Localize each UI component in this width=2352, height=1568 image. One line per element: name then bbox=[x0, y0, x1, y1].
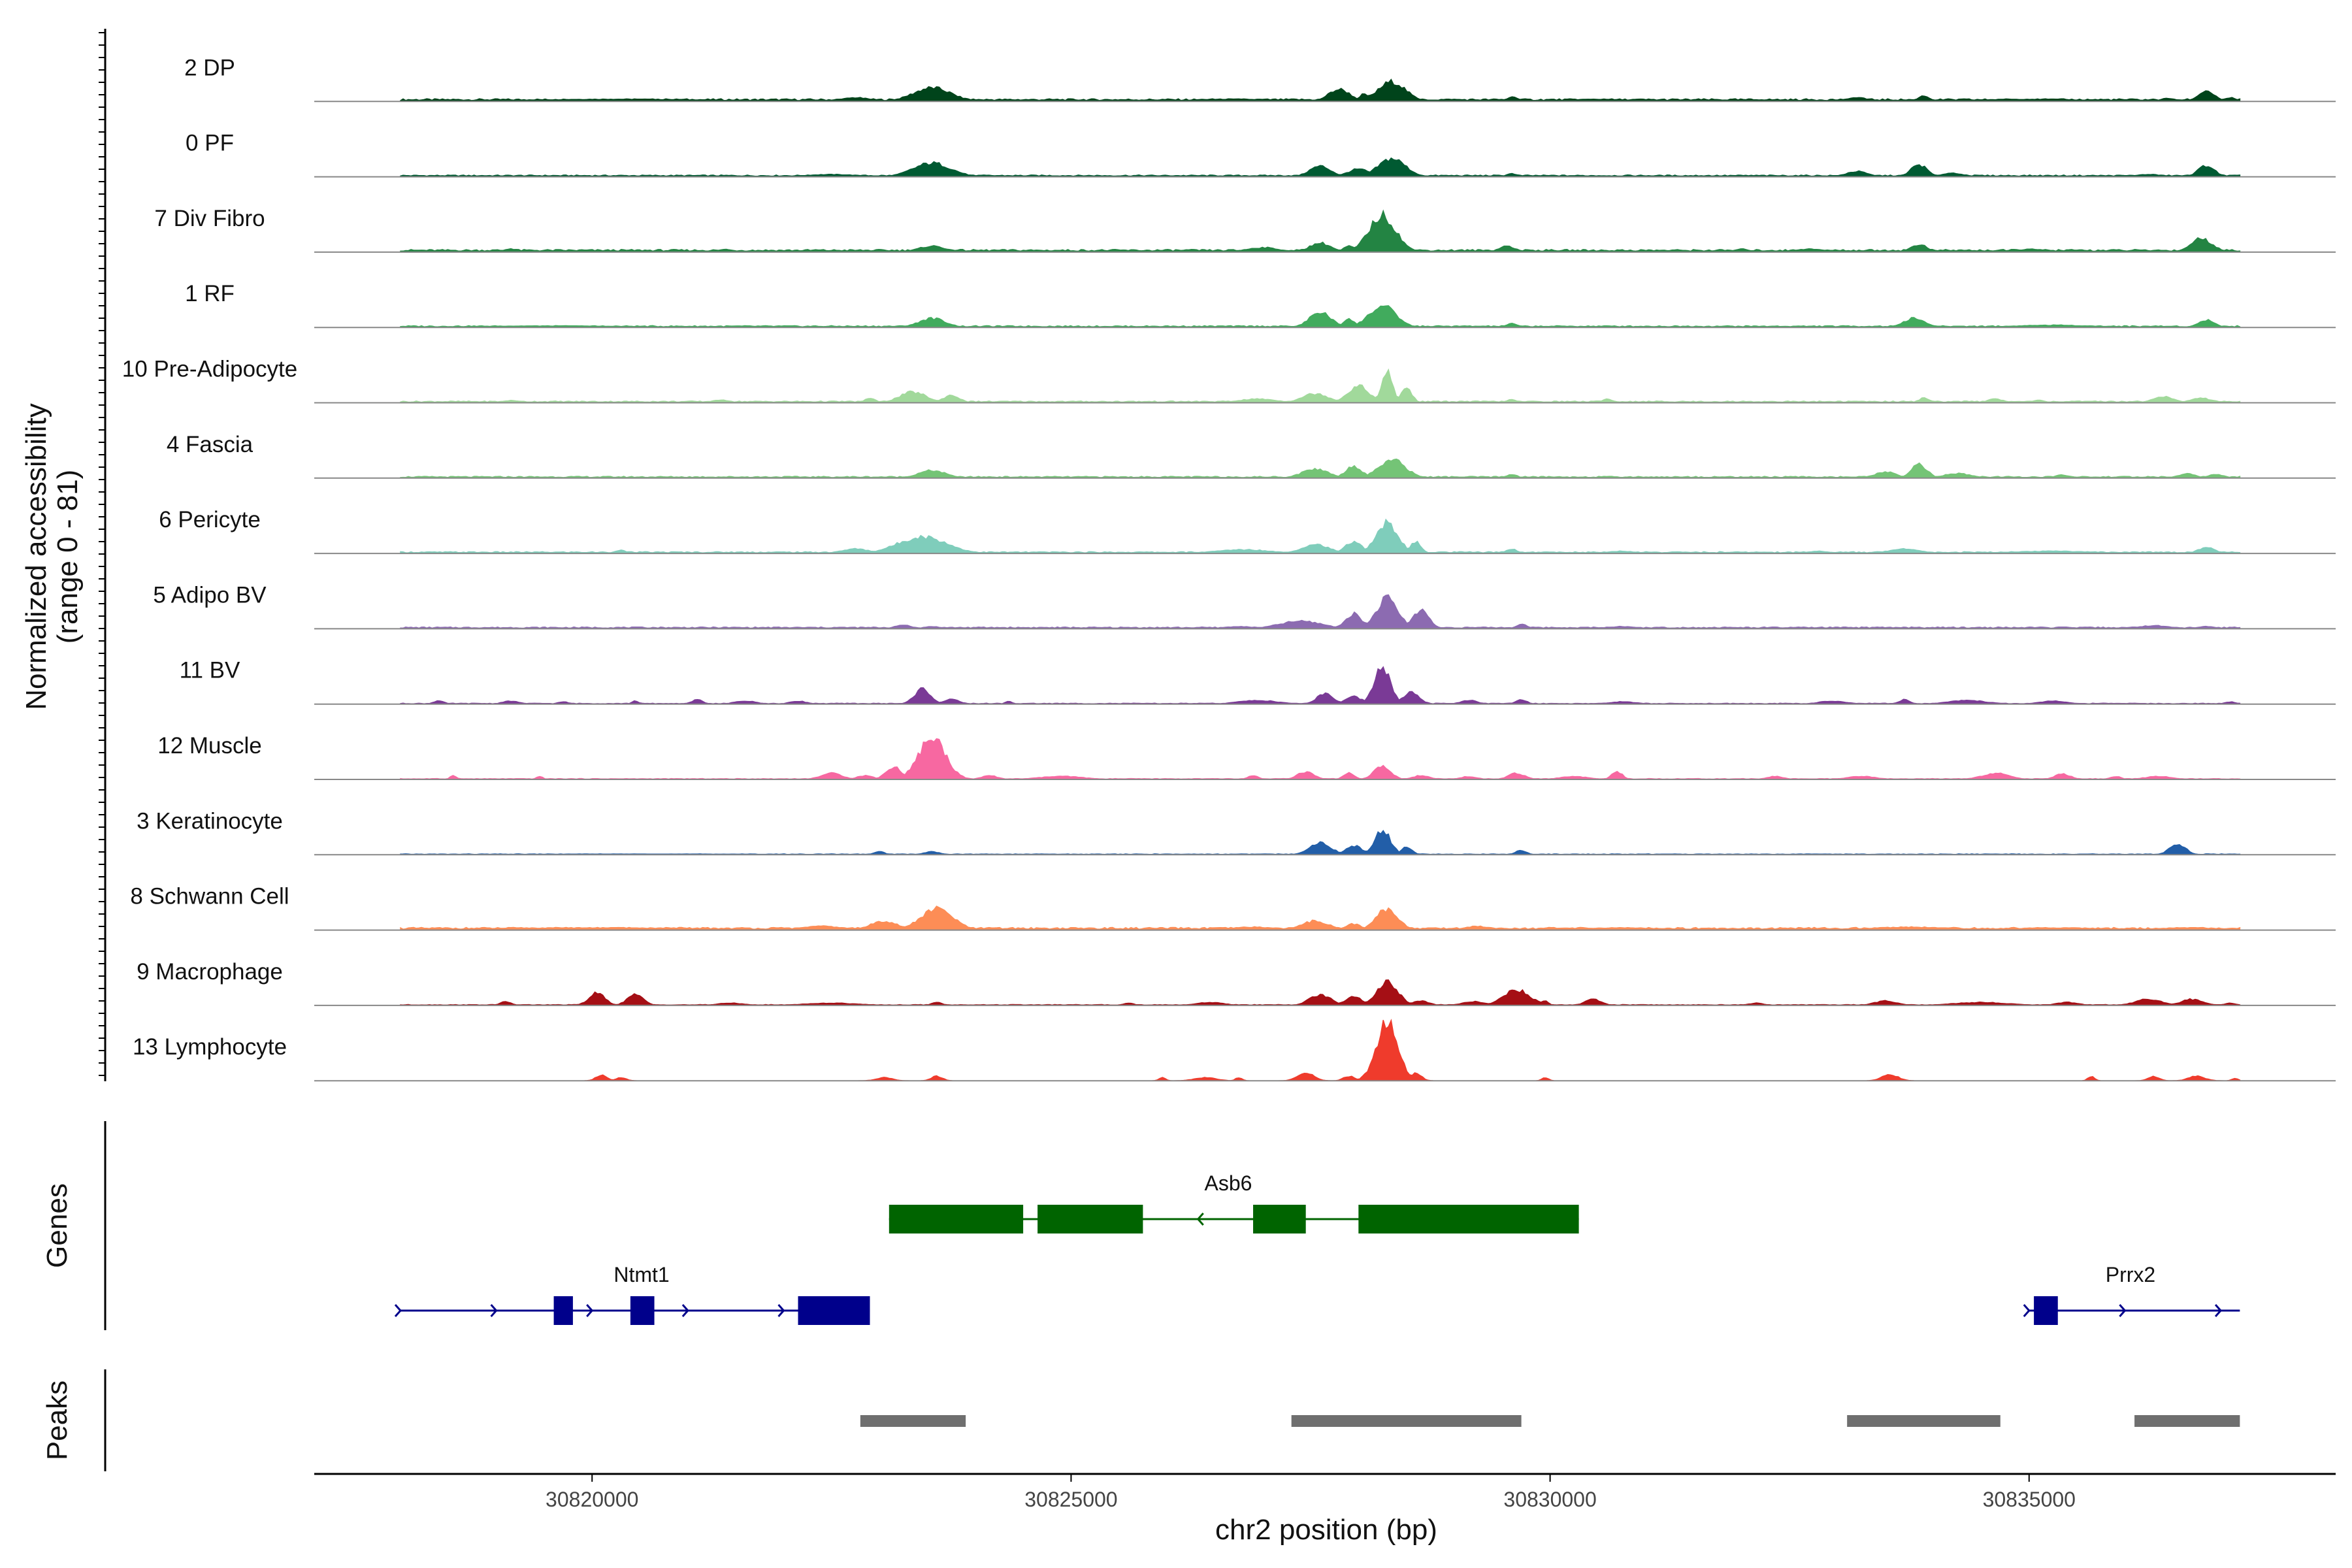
strand-arrow bbox=[586, 1304, 594, 1317]
gene-label-prrx2: Prrx2 bbox=[2106, 1263, 2155, 1286]
gene-ntmt1: Ntmt1 bbox=[394, 1263, 870, 1325]
coverage-area-7-div-fibro bbox=[400, 209, 2241, 253]
peak-region-bar bbox=[1847, 1415, 2001, 1427]
coverage-area-10-pre-adipocyte bbox=[400, 368, 2241, 404]
coverage-area-11-bv bbox=[400, 666, 2241, 705]
gene-annotation-track: Asb6 Ntmt1 Prrx2 bbox=[394, 1171, 2240, 1325]
coverage-area-1-rf bbox=[400, 305, 2241, 328]
track-5-adipo-bv: 5 Adipo BV bbox=[153, 582, 2336, 630]
track-label: 5 Adipo BV bbox=[153, 582, 267, 608]
x-tick-label: 30830000 bbox=[1503, 1488, 1596, 1511]
strand-arrow bbox=[2023, 1304, 2031, 1317]
coverage-area-3-keratinocyte bbox=[400, 830, 2241, 856]
track-8-schwann-cell: 8 Schwann Cell bbox=[130, 884, 2336, 931]
strand-arrow bbox=[777, 1304, 785, 1317]
strand-arrow bbox=[2214, 1304, 2223, 1317]
strand-arrow bbox=[681, 1304, 689, 1317]
strand-arrow bbox=[394, 1304, 402, 1317]
track-7-div-fibro: 7 Div Fibro bbox=[154, 206, 2336, 253]
track-12-muscle: 12 Muscle bbox=[157, 733, 2336, 780]
track-label: 11 BV bbox=[180, 658, 240, 683]
coverage-area-12-muscle bbox=[400, 738, 2241, 780]
gene-asb6: Asb6 bbox=[889, 1171, 1579, 1233]
gene-prrx2: Prrx2 bbox=[2023, 1263, 2240, 1325]
track-label: 8 Schwann Cell bbox=[130, 884, 289, 909]
x-tick-label: 30835000 bbox=[1983, 1488, 2076, 1511]
strand-arrow bbox=[490, 1304, 498, 1317]
coverage-area-5-adipo-bv bbox=[400, 594, 2241, 630]
track-0-pf: 0 PF bbox=[186, 131, 2336, 178]
track-label: 12 Muscle bbox=[157, 733, 262, 759]
gene-label-ntmt1: Ntmt1 bbox=[613, 1263, 669, 1286]
exon-box bbox=[553, 1296, 573, 1325]
exon-box bbox=[798, 1296, 870, 1325]
track-9-macrophage: 9 Macrophage bbox=[137, 959, 2336, 1006]
track-label: 2 DP bbox=[184, 55, 235, 80]
track-label: 10 Pre-Adipocyte bbox=[122, 357, 297, 382]
exon-box bbox=[630, 1296, 655, 1325]
peak-regions-track bbox=[860, 1415, 2240, 1427]
exon-box bbox=[889, 1205, 1024, 1233]
track-3-keratinocyte: 3 Keratinocyte bbox=[137, 808, 2336, 856]
peak-region-bar bbox=[2134, 1415, 2240, 1427]
track-label: 4 Fascia bbox=[167, 432, 253, 457]
genes-track-title: Genes bbox=[41, 1183, 73, 1268]
x-tick-label: 30825000 bbox=[1024, 1488, 1117, 1511]
coverage-area-6-pericyte bbox=[400, 518, 2241, 554]
peak-region-bar bbox=[1291, 1415, 1522, 1427]
strand-arrow bbox=[1196, 1213, 1204, 1226]
exon-box bbox=[1358, 1205, 1579, 1233]
coverage-area-9-macrophage bbox=[400, 979, 2241, 1006]
left-axes bbox=[99, 29, 106, 1471]
coverage-area-2-dp bbox=[400, 78, 2241, 103]
exon-box bbox=[2034, 1296, 2058, 1325]
coverage-area-8-schwann-cell bbox=[400, 906, 2241, 931]
track-label: 6 Pericyte bbox=[159, 507, 261, 532]
y-axis-title-main: Normalized accessibility bbox=[20, 403, 52, 710]
track-label: 3 Keratinocyte bbox=[137, 808, 283, 834]
x-axis: 30820000 30825000 30830000 30835000 bbox=[314, 1473, 2336, 1511]
peaks-track-title: Peaks bbox=[41, 1380, 73, 1460]
track-1-rf: 1 RF bbox=[185, 281, 2336, 329]
track-2-dp: 2 DP bbox=[184, 55, 2336, 103]
track-label: 1 RF bbox=[185, 281, 235, 306]
coverage-area-0-pf bbox=[400, 157, 2241, 178]
y-axis-title: Normalized accessibility (range 0 - 81) bbox=[20, 403, 84, 710]
coverage-area-4-fascia bbox=[400, 458, 2241, 479]
track-13-lymphocyte: 13 Lymphocyte bbox=[133, 1019, 2336, 1082]
x-axis-title: chr2 position (bp) bbox=[1215, 1514, 1437, 1546]
gene-label-asb6: Asb6 bbox=[1205, 1171, 1252, 1195]
track-10-pre-adipocyte: 10 Pre-Adipocyte bbox=[122, 357, 2336, 404]
track-label: 13 Lymphocyte bbox=[133, 1034, 287, 1060]
track-label: 0 PF bbox=[186, 131, 234, 156]
track-11-bv: 11 BV bbox=[180, 658, 2336, 705]
track-4-fascia: 4 Fascia bbox=[167, 432, 2336, 479]
coverage-area-13-lymphocyte bbox=[400, 1019, 2241, 1081]
strand-arrow bbox=[2119, 1304, 2127, 1317]
track-6-pericyte: 6 Pericyte bbox=[159, 507, 2336, 555]
coverage-tracks: 2 DP 0 PF 7 Div Fibro 1 RF 10 Pre-Adipocyte 4… bbox=[122, 55, 2336, 1082]
track-label: 9 Macrophage bbox=[137, 959, 283, 985]
y-axis-title-range: (range 0 - 81) bbox=[52, 470, 84, 644]
track-label: 7 Div Fibro bbox=[154, 206, 265, 231]
peak-region-bar bbox=[860, 1415, 966, 1427]
x-tick-label: 30820000 bbox=[546, 1488, 638, 1511]
exon-box bbox=[1253, 1205, 1306, 1233]
exon-box bbox=[1037, 1205, 1143, 1233]
